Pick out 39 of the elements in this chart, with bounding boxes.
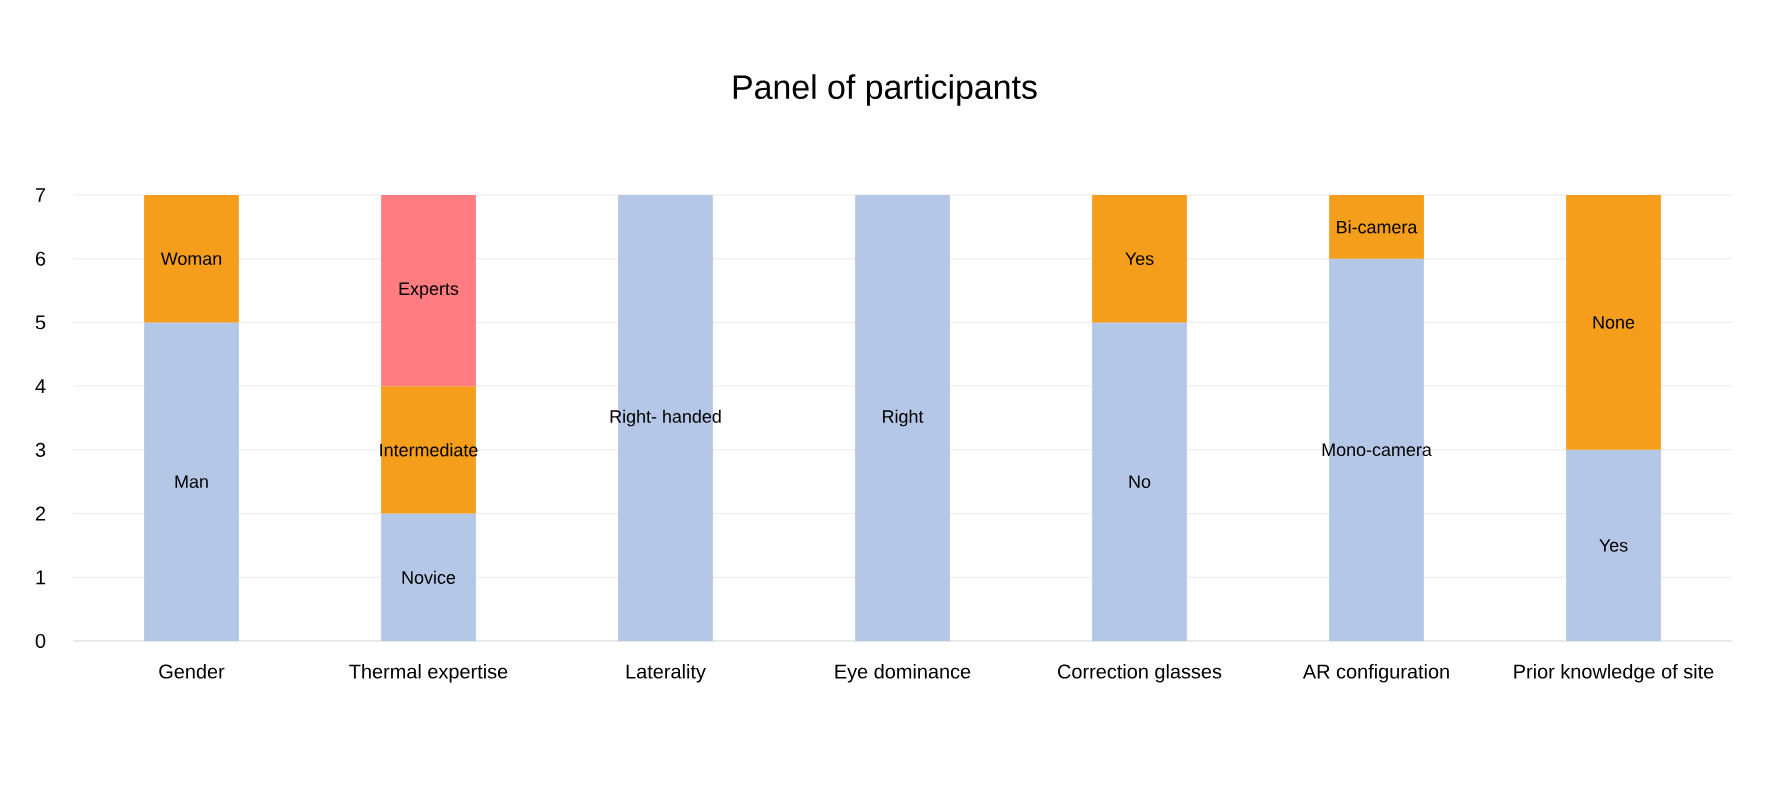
y-tick-label: 4 xyxy=(35,379,46,393)
data-label: Man xyxy=(175,475,208,488)
data-label: Mono-camera xyxy=(1322,443,1432,457)
x-tick-label: Prior knowledge of site xyxy=(1514,663,1714,683)
bar xyxy=(1092,195,1187,323)
bar xyxy=(1566,195,1661,450)
data-label: Yes xyxy=(1599,539,1628,552)
x-tick-label: Thermal expertise xyxy=(349,663,508,683)
bar xyxy=(144,322,239,641)
bar xyxy=(1566,449,1661,641)
y-tick-label: 0 xyxy=(35,633,46,649)
data-label: Bi-camera xyxy=(1337,220,1418,234)
data-label: Woman xyxy=(160,252,222,265)
data-label: Right- handed xyxy=(610,409,721,427)
y-tick-label: 6 xyxy=(35,251,46,266)
bar xyxy=(1092,322,1187,641)
data-label: Right xyxy=(883,409,924,427)
bar xyxy=(381,386,476,514)
data-label: No xyxy=(1129,475,1151,488)
data-label: None xyxy=(1593,316,1635,329)
y-tick-label: 5 xyxy=(35,315,46,330)
x-tick-label: Correction glasses xyxy=(1058,663,1222,683)
chart-title: Panel of participants xyxy=(733,74,1037,106)
bar xyxy=(381,195,476,387)
data-label: Novice xyxy=(402,570,456,584)
y-tick-label: 7 xyxy=(35,188,46,202)
bar xyxy=(144,195,239,323)
x-tick-label: Eye dominance xyxy=(835,663,971,683)
data-label: Yes xyxy=(1125,252,1154,265)
x-tick-label: AR configuration xyxy=(1302,663,1449,683)
x-tick-label: Laterality xyxy=(626,663,706,683)
bar xyxy=(1329,195,1424,259)
y-tick-label: 2 xyxy=(35,506,46,521)
bar xyxy=(381,513,476,641)
bar xyxy=(855,195,950,641)
data-label: Experts xyxy=(399,282,459,299)
x-tick-label: Gender xyxy=(159,663,225,679)
y-tick-label: 3 xyxy=(35,442,46,457)
y-tick-label: 1 xyxy=(36,570,46,585)
